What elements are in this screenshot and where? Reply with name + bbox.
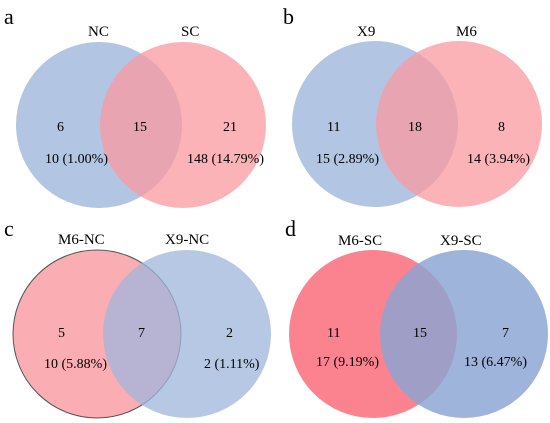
left-only-detail: 10 (5.88%): [44, 357, 107, 372]
left-only-count: 5: [58, 326, 65, 341]
left-only-detail: 10 (1.00%): [45, 152, 108, 167]
set-circle-right: [376, 41, 542, 207]
panel-a: a NC SC 6 15 21 10 (1.00%) 148 (14.79%): [4, 4, 266, 208]
set-label-right: SC: [181, 24, 199, 40]
set-label-right: M6: [456, 24, 477, 40]
set-label-left: NC: [88, 24, 109, 40]
right-only-count: 2: [226, 326, 233, 341]
right-only-count: 7: [502, 326, 509, 341]
panel-letter: a: [4, 4, 14, 29]
right-only-count: 8: [498, 120, 505, 135]
left-only-count: 11: [327, 120, 340, 135]
left-only-count: 11: [327, 326, 340, 341]
panel-letter: b: [283, 4, 294, 29]
left-only-detail: 17 (9.19%): [316, 355, 379, 370]
right-only-detail: 14 (3.94%): [467, 152, 530, 167]
set-circle-right: [100, 42, 266, 208]
overlap-count: 18: [408, 120, 422, 135]
right-only-detail: 13 (6.47%): [464, 355, 527, 370]
right-only-count: 21: [223, 120, 237, 135]
right-only-detail: 148 (14.79%): [187, 152, 264, 167]
panel-letter: d: [285, 216, 296, 241]
panel-d: d M6-SC X9-SC 11 15 7 17 (9.19%) 13 (6.4…: [285, 216, 548, 418]
overlap-count: 15: [413, 326, 427, 341]
left-only-detail: 15 (2.89%): [316, 152, 379, 167]
left-only-count: 6: [57, 120, 64, 135]
panel-c: c M6-NC X9-NC 5 7 2 10 (5.88%) 2 (1.11%): [4, 216, 271, 419]
set-label-right: X9-NC: [165, 232, 209, 248]
set-label-left: X9: [357, 24, 375, 40]
overlap-count: 7: [138, 326, 145, 341]
overlap-count: 15: [133, 120, 147, 135]
set-label-left: M6-SC: [338, 233, 382, 249]
set-label-right: X9-SC: [440, 233, 482, 249]
panel-letter: c: [4, 216, 14, 241]
panel-b: b X9 M6 11 18 8 15 (2.89%) 14 (3.94%): [283, 4, 542, 207]
set-circle-right: [380, 250, 548, 418]
right-only-detail: 2 (1.11%): [204, 357, 260, 372]
set-label-left: M6-NC: [58, 232, 105, 248]
set-circle-right: [103, 250, 271, 418]
